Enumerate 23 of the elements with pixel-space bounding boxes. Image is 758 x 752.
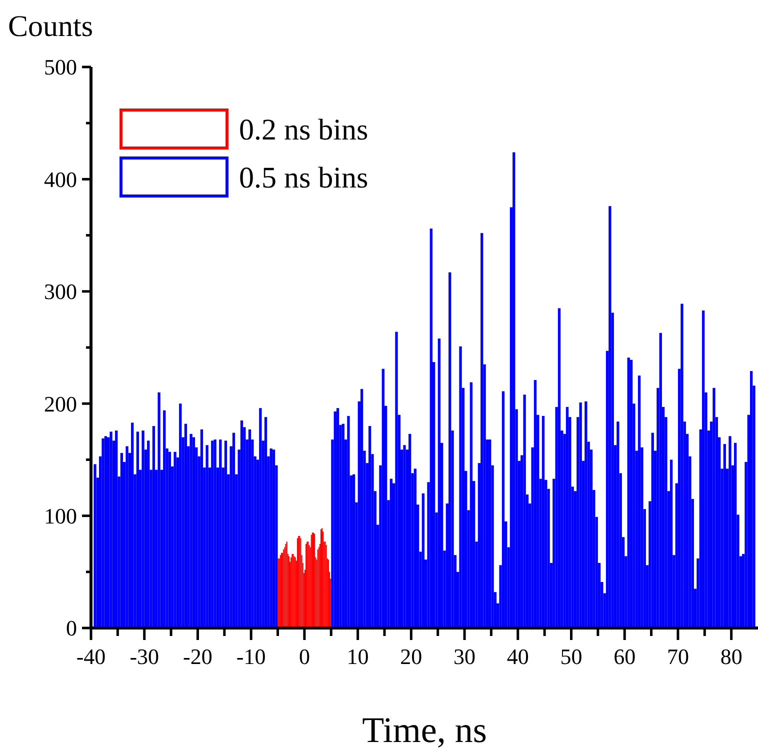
x-axis-title: Time, ns	[362, 710, 487, 750]
x-tick-label: -10	[236, 644, 266, 669]
x-tick-label: 10	[346, 644, 369, 669]
x-tick-label: -40	[76, 644, 106, 669]
legend-label: 0.2 ns bins	[239, 114, 368, 146]
x-tick-label: 70	[666, 644, 689, 669]
x-tick-label: 20	[400, 644, 422, 669]
y-tick-label: 100	[44, 504, 77, 528]
y-tick-label: 300	[44, 279, 77, 304]
x-tick-label: -20	[183, 644, 212, 669]
y-tick-label: 400	[44, 166, 77, 192]
x-tick-label: 0	[298, 644, 310, 669]
y-tick-label: 0	[66, 616, 77, 641]
x-tick-label: 40	[506, 644, 529, 669]
y-axis-title: Counts	[8, 10, 94, 43]
x-tick-label: 80	[720, 644, 742, 669]
x-tick-label: 30	[454, 644, 476, 669]
x-tick-label: 50	[560, 644, 582, 669]
legend-label: 0.5 ns bins	[239, 162, 368, 194]
y-tick-label: 500	[44, 54, 77, 80]
x-tick-label: 60	[614, 644, 636, 669]
x-tick-label: -30	[130, 644, 160, 669]
y-tick-label: 200	[44, 391, 77, 416]
